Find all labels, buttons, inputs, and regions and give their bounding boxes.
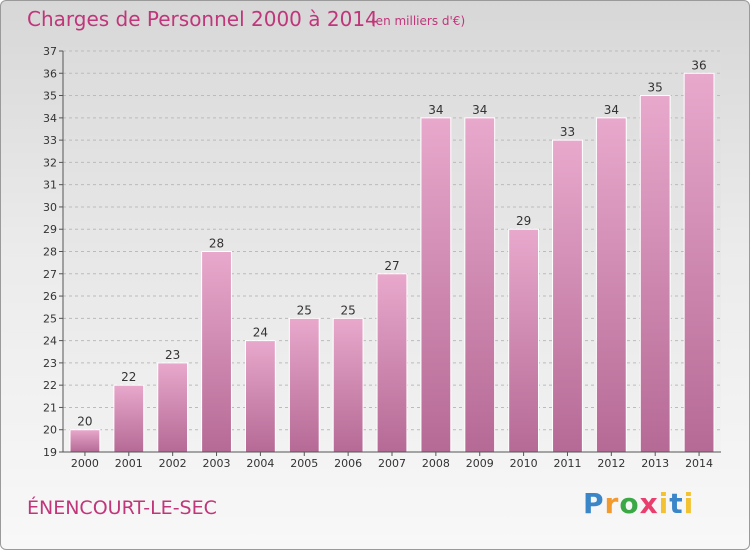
x-tick-label: 2012 [597, 457, 625, 470]
x-tick-label: 2001 [115, 457, 143, 470]
y-tick-label: 33 [43, 134, 57, 147]
data-label: 24 [253, 326, 268, 340]
bar [157, 362, 189, 453]
proxiti-logo[interactable]: Proxiti [583, 487, 694, 520]
commune-name: ÉNENCOURT-LE-SEC [27, 497, 217, 519]
chart-title: Charges de Personnel 2000 à 2014 [27, 7, 378, 31]
x-tick-label: 2008 [422, 457, 450, 470]
logo-letter: x [639, 487, 659, 520]
x-tick-label: 2014 [685, 457, 713, 470]
y-tick-label: 34 [43, 112, 57, 125]
y-tick-label: 28 [43, 246, 57, 259]
data-label: 25 [297, 303, 312, 317]
bar [552, 139, 583, 453]
bar [420, 117, 452, 453]
data-label: 28 [209, 237, 224, 251]
logo-letter: i [683, 487, 695, 520]
data-label: 25 [340, 303, 355, 317]
x-tick-label: 2005 [290, 457, 318, 470]
bar [683, 72, 715, 453]
bar [69, 429, 101, 453]
y-tick-label: 32 [43, 156, 57, 169]
y-tick-label: 35 [43, 90, 57, 103]
y-tick-label: 27 [43, 268, 57, 281]
bar [113, 384, 145, 453]
y-tick-label: 36 [43, 67, 57, 80]
data-label: 34 [472, 103, 487, 117]
logo-letter: i [658, 487, 670, 520]
x-tick-label: 2000 [71, 457, 99, 470]
y-tick-label: 21 [43, 401, 57, 414]
data-label: 34 [604, 103, 619, 117]
logo-letter: t [669, 487, 684, 520]
bar [464, 117, 496, 453]
data-label: 33 [560, 125, 575, 139]
y-tick-label: 37 [43, 45, 57, 58]
y-tick-label: 30 [43, 201, 57, 214]
data-label: 27 [384, 259, 399, 273]
y-tick-label: 29 [43, 223, 57, 236]
data-label: 35 [648, 81, 663, 95]
data-label: 29 [516, 214, 531, 228]
x-tick-label: 2006 [334, 457, 362, 470]
data-label: 22 [121, 370, 136, 384]
data-label: 20 [77, 415, 92, 429]
x-tick-label: 2004 [246, 457, 274, 470]
logo-letter: P [583, 487, 605, 520]
y-tick-label: 26 [43, 290, 57, 303]
bar [508, 228, 540, 453]
bar [201, 251, 232, 453]
y-tick-label: 31 [43, 179, 57, 192]
x-tick-label: 2010 [510, 457, 538, 470]
x-tick-label: 2013 [641, 457, 669, 470]
bar [376, 273, 408, 453]
x-tick-label: 2002 [159, 457, 187, 470]
chart-subtitle: (en milliers d'€) [371, 14, 466, 28]
logo-letter: r [604, 487, 620, 520]
y-tick-label: 20 [43, 424, 57, 437]
bar [595, 117, 627, 453]
y-tick-label: 25 [43, 312, 57, 325]
x-tick-label: 2003 [203, 457, 231, 470]
x-tick-label: 2009 [466, 457, 494, 470]
data-label: 23 [165, 348, 180, 362]
y-tick-label: 23 [43, 357, 57, 370]
data-label: 34 [428, 103, 443, 117]
bar [244, 340, 276, 453]
y-tick-label: 24 [43, 335, 57, 348]
bar [332, 317, 364, 453]
logo-letter: o [619, 487, 640, 520]
data-label: 36 [691, 58, 706, 72]
x-tick-label: 2007 [378, 457, 406, 470]
x-tick-label: 2011 [553, 457, 581, 470]
bar [639, 95, 671, 453]
y-tick-label: 22 [43, 379, 57, 392]
y-tick-label: 19 [43, 446, 57, 459]
bar [288, 317, 320, 453]
